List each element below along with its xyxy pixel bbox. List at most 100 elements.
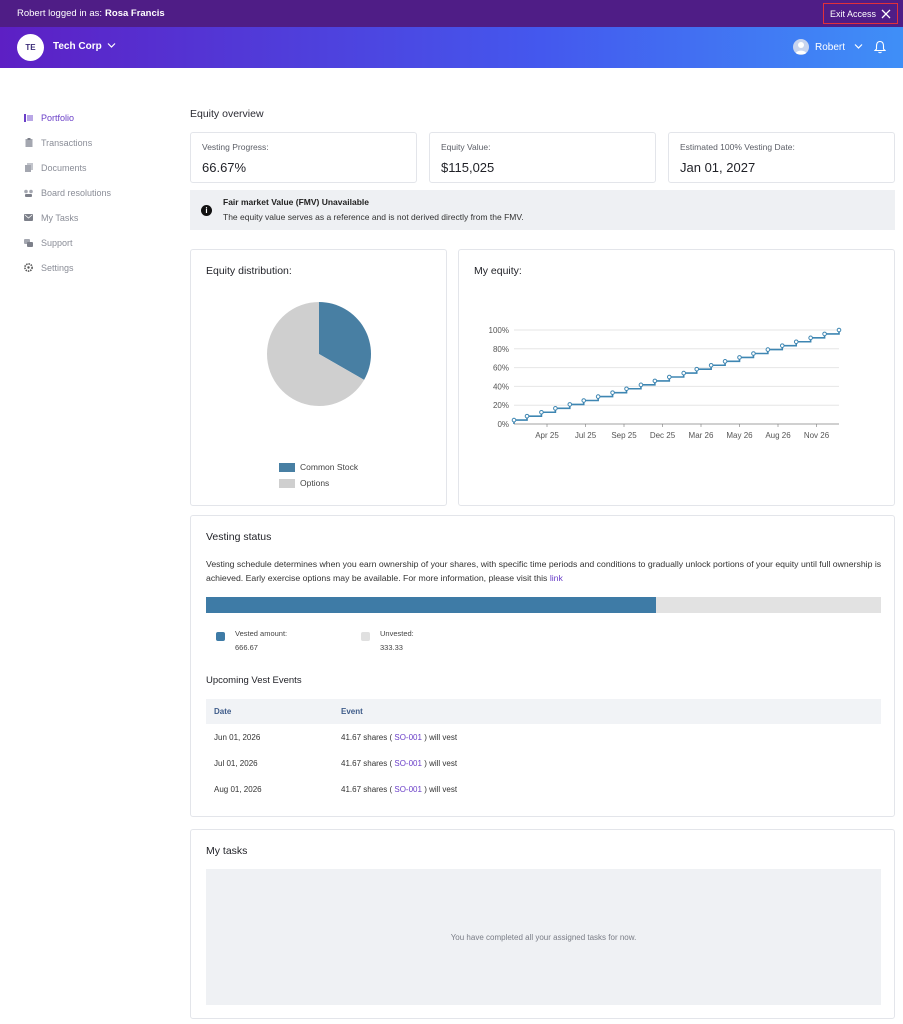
fmv-title: Fair market Value (FMV) Unavailable	[223, 197, 369, 207]
impersonated-user: Rosa Francis	[105, 8, 165, 19]
my-tasks-panel: My tasks You have completed all your ass…	[190, 829, 895, 1019]
documents-icon	[24, 163, 33, 172]
sidebar-item-label: Board resolutions	[41, 187, 112, 198]
data-point[interactable]	[722, 359, 728, 364]
portfolio-icon	[24, 113, 33, 122]
x-tick-label: Dec 25	[650, 431, 676, 440]
data-point[interactable]	[539, 409, 544, 415]
vesting-status-panel: Vesting status Vesting schedule determin…	[190, 515, 895, 817]
user-avatar[interactable]	[793, 39, 809, 55]
data-point[interactable]	[751, 351, 756, 356]
data-point[interactable]	[765, 347, 771, 352]
more-info-link[interactable]: link	[549, 573, 563, 583]
data-point[interactable]	[511, 417, 517, 423]
pie-slice-common-stock[interactable]	[319, 302, 371, 380]
data-point[interactable]	[779, 343, 785, 348]
x-tick-label: Nov 26	[804, 431, 830, 440]
tasks-empty-text: You have completed all your assigned tas…	[450, 932, 637, 942]
user-name[interactable]: Robert	[815, 42, 846, 53]
data-point[interactable]	[836, 327, 842, 333]
event-shares: 41.67 shares (	[341, 784, 393, 794]
data-point[interactable]	[822, 331, 827, 337]
data-point[interactable]	[666, 374, 672, 380]
data-point[interactable]	[624, 386, 629, 392]
data-point[interactable]	[793, 339, 799, 345]
event-description: 41.67 shares ( SO-001 ) will vest	[341, 733, 881, 742]
event-date: Aug 01, 2026	[214, 784, 262, 794]
table-row: Jul 01, 2026 41.67 shares ( SO-001 ) wil…	[206, 750, 881, 776]
sidebar-item-portfolio[interactable]: Portfolio	[24, 105, 164, 130]
impersonation-bar: Robert logged in as: Rosa Francis Exit A…	[0, 0, 903, 27]
event-suffix: ) will vest	[424, 732, 458, 742]
data-point[interactable]	[567, 402, 573, 407]
org-avatar[interactable]: TE	[17, 34, 44, 61]
panel-title: My equity:	[474, 265, 522, 277]
data-point[interactable]	[737, 355, 742, 360]
legend-common-stock: Common Stock	[279, 462, 358, 472]
x-tick-label: Sep 25	[611, 431, 637, 440]
support-icon	[24, 238, 33, 247]
sidebar-item-label: Support	[41, 237, 73, 248]
table-row: Jun 01, 2026 41.67 shares ( SO-001 ) wil…	[206, 724, 881, 750]
sidebar-item-board-resolutions[interactable]: Board resolutions	[24, 180, 164, 205]
data-point[interactable]	[708, 362, 714, 368]
fmv-notice: i Fair market Value (FMV) Unavailable Th…	[190, 190, 895, 230]
exit-access-button[interactable]: Exit Access	[823, 3, 898, 24]
data-point[interactable]	[808, 335, 813, 341]
fmv-text: The equity value serves as a reference a…	[223, 212, 524, 222]
sidebar-item-label: Portfolio	[41, 112, 75, 123]
data-point[interactable]	[652, 378, 658, 384]
sidebar-item-support[interactable]: Support	[24, 230, 164, 255]
grant-link[interactable]: SO-001	[394, 784, 422, 794]
sidebar-item-settings[interactable]: Settings	[24, 255, 164, 280]
data-point[interactable]	[638, 382, 644, 388]
unvested-value: 333.33	[380, 643, 403, 652]
equity-value-card: Equity Value: $115,025	[429, 132, 656, 183]
vesting-description-text: Vesting schedule determines when you ear…	[206, 559, 882, 583]
my-equity-panel: My equity: 0% 20% 40% 60% 80% 100% Apr 25 Jul 2…	[458, 249, 895, 506]
chevron-down-icon[interactable]	[854, 43, 863, 50]
vested-value: 666.67	[235, 643, 258, 652]
event-shares: 41.67 shares (	[341, 732, 393, 742]
data-point[interactable]	[553, 406, 558, 411]
column-header-date: Date	[214, 707, 232, 716]
top-header: TE Tech Corp Robert	[0, 27, 903, 68]
chevron-down-icon[interactable]	[107, 42, 116, 49]
vest-events-table: Date Event Jun 01, 2026 41.67 shares ( S…	[206, 699, 881, 802]
org-name[interactable]: Tech Corp	[53, 41, 102, 52]
data-point[interactable]	[595, 394, 601, 399]
sidebar-item-label: Transactions	[41, 137, 93, 148]
equity-line-chart: 0% 20% 40% 60% 80% 100% Apr 25 Jul 25 Sep 25 Dec …	[489, 326, 842, 440]
data-point[interactable]	[581, 398, 587, 403]
user-icon	[795, 42, 807, 54]
bell-icon[interactable]	[874, 40, 886, 54]
equity-series-line	[513, 330, 840, 424]
sidebar-item-transactions[interactable]: Transactions	[24, 130, 164, 155]
sidebar-item-label: Documents	[41, 162, 87, 173]
data-point[interactable]	[694, 366, 700, 372]
close-icon	[881, 9, 891, 18]
pie-slice-options[interactable]	[267, 302, 365, 406]
pie-chart	[267, 302, 371, 406]
stat-value: Jan 01, 2027	[680, 160, 756, 175]
equity-distribution-panel: Equity distribution: Common Stock Option…	[190, 249, 447, 506]
event-suffix: ) will vest	[424, 784, 458, 794]
data-point[interactable]	[524, 413, 530, 419]
stat-label: Estimated 100% Vesting Date:	[680, 142, 795, 152]
sidebar-item-documents[interactable]: Documents	[24, 155, 164, 180]
data-point[interactable]	[681, 370, 687, 376]
stat-label: Equity Value:	[441, 142, 491, 152]
data-point[interactable]	[610, 390, 615, 395]
grant-link[interactable]: SO-001	[394, 732, 422, 742]
y-tick-label: 40%	[493, 382, 509, 391]
tasks-icon	[24, 213, 33, 222]
grant-link[interactable]: SO-001	[394, 758, 422, 768]
vesting-description: Vesting schedule determines when you ear…	[206, 557, 886, 585]
panel-title: My tasks	[206, 845, 248, 857]
table-header: Date Event	[206, 699, 881, 724]
stat-value: 66.67%	[202, 160, 247, 175]
sidebar-nav: Portfolio Transactions Documents Board r…	[24, 105, 164, 280]
sidebar-item-my-tasks[interactable]: My Tasks	[24, 205, 164, 230]
vesting-date-card: Estimated 100% Vesting Date: Jan 01, 202…	[668, 132, 895, 183]
event-description: 41.67 shares ( SO-001 ) will vest	[341, 759, 881, 768]
